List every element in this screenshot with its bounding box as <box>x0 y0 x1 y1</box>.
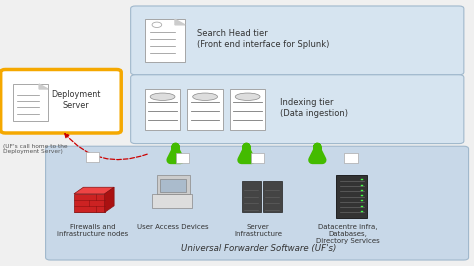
Polygon shape <box>39 84 48 89</box>
Text: Search Head tier
(Front end interface for Splunk): Search Head tier (Front end interface fo… <box>197 29 329 49</box>
Bar <box>86 152 99 162</box>
Bar <box>175 153 189 163</box>
FancyBboxPatch shape <box>0 69 121 133</box>
Bar <box>344 153 357 163</box>
Ellipse shape <box>150 93 175 100</box>
Bar <box>12 84 48 121</box>
Polygon shape <box>74 187 114 194</box>
Bar <box>145 89 180 130</box>
Bar <box>160 178 186 192</box>
Bar <box>230 89 265 130</box>
Bar <box>187 89 223 130</box>
Polygon shape <box>74 194 105 212</box>
Bar <box>263 181 282 212</box>
Text: Indexing tier
(Data ingestion): Indexing tier (Data ingestion) <box>280 98 347 118</box>
Ellipse shape <box>193 93 218 100</box>
Text: Server
Infrastructure: Server Infrastructure <box>234 224 283 237</box>
Bar <box>242 181 261 212</box>
Text: Datacentre infra,
Databases,
Directory Services: Datacentre infra, Databases, Directory S… <box>316 224 380 244</box>
FancyBboxPatch shape <box>131 6 464 75</box>
Text: User Access Devices: User Access Devices <box>137 224 209 230</box>
Text: Universal Forwarder Software (UF's): Universal Forwarder Software (UF's) <box>181 244 336 253</box>
Bar <box>145 19 185 61</box>
Bar <box>251 153 264 163</box>
FancyBboxPatch shape <box>46 146 469 260</box>
FancyBboxPatch shape <box>131 75 464 144</box>
Text: Deployment
Server: Deployment Server <box>52 90 101 110</box>
Bar <box>152 194 192 209</box>
Polygon shape <box>175 19 185 25</box>
Text: (UF's call home to the
Deployment Server): (UF's call home to the Deployment Server… <box>3 144 68 154</box>
Bar <box>156 175 190 194</box>
Ellipse shape <box>235 93 260 100</box>
Polygon shape <box>105 187 114 212</box>
Bar <box>336 175 367 218</box>
Text: Firewalls and
infrastructure nodes: Firewalls and infrastructure nodes <box>57 224 128 237</box>
